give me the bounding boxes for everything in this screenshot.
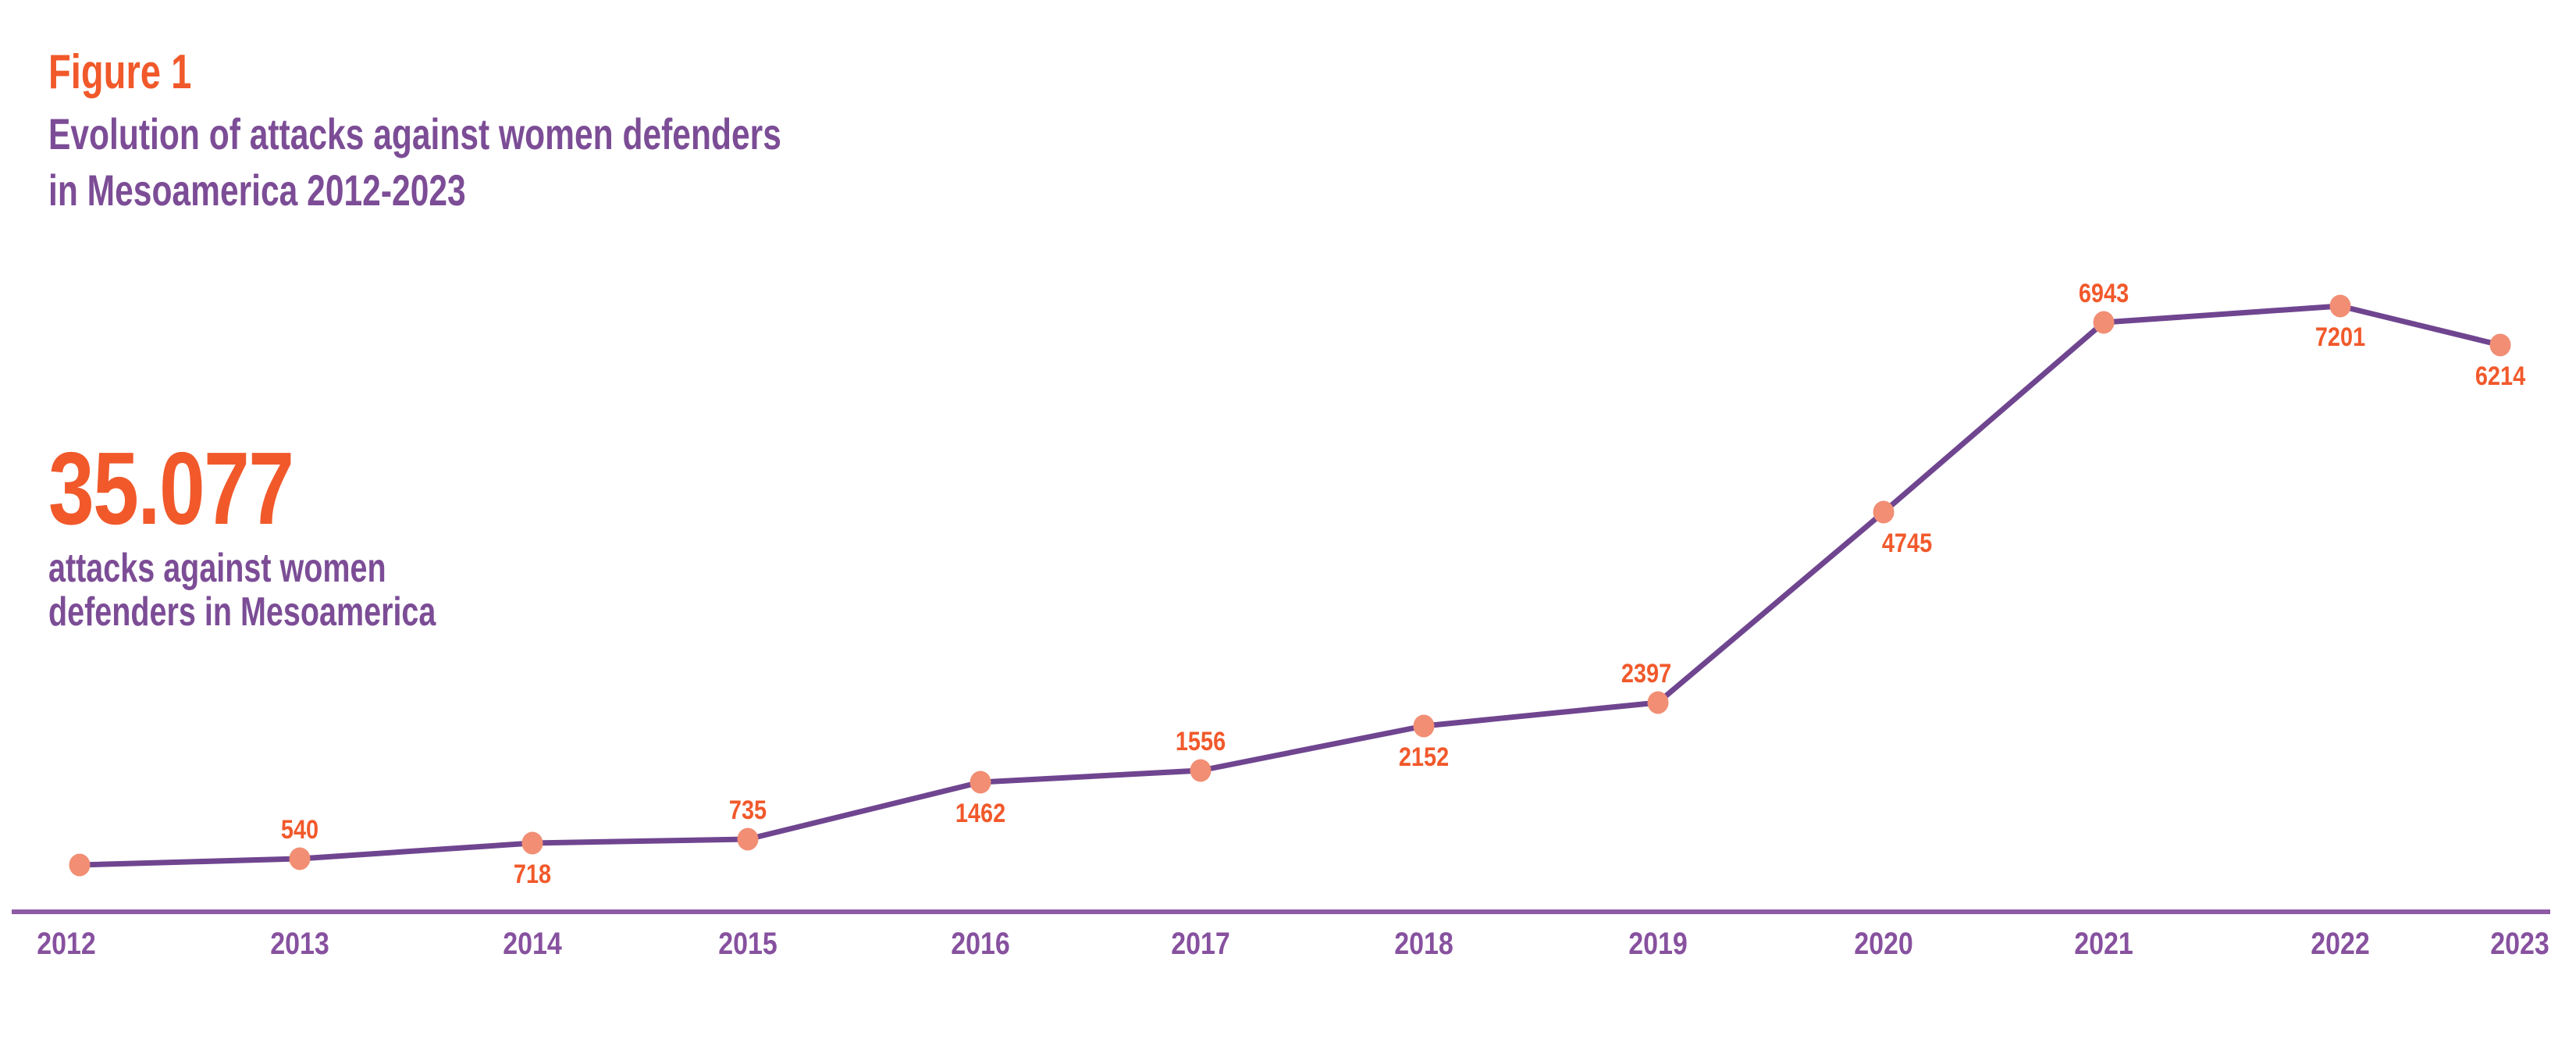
data-points-group <box>69 294 2511 877</box>
data-point-label: 4745 <box>1882 528 1932 558</box>
x-axis-label: 2014 <box>503 925 562 960</box>
x-axis-label: 2017 <box>1171 925 1230 960</box>
data-point-dot <box>2093 311 2115 334</box>
x-axis-label: 2016 <box>951 925 1010 960</box>
data-point-dot <box>737 827 759 851</box>
x-axis-label: 2013 <box>270 925 329 960</box>
x-axis-label: 2023 <box>2490 925 2549 960</box>
x-axis-label: 2012 <box>37 925 96 960</box>
data-point-dot <box>521 831 543 855</box>
data-point-dot <box>1873 500 1895 524</box>
data-point-label: 7201 <box>2315 322 2365 352</box>
figure-label: Figure 1 <box>48 45 192 99</box>
chart-title-line1: Evolution of attacks against women defen… <box>48 109 781 158</box>
data-point-dot <box>2329 294 2351 318</box>
chart-title-line2: in Mesoamerica 2012-2023 <box>48 165 466 215</box>
data-point-label: 6943 <box>2079 278 2129 308</box>
total-attacks-caption-line2: defenders in Mesoamerica <box>48 589 436 635</box>
data-point-label: 540 <box>281 814 318 845</box>
series-line <box>79 303 2501 868</box>
x-axis-label: 2020 <box>1854 925 1913 960</box>
data-point-label: 735 <box>729 795 767 825</box>
data-point-label: 1462 <box>955 798 1005 828</box>
data-point-dot <box>69 853 91 877</box>
chart-title: Evolution of attacks against women defen… <box>48 106 781 219</box>
data-point-label: 6214 <box>2475 361 2526 391</box>
data-point-label: 2397 <box>1621 658 1671 689</box>
point-labels-group: 540 718 735 1462 1556 2152 2397 4745 6943 7201 621… <box>281 278 2526 889</box>
total-attacks-caption-line1: attacks against women <box>48 546 386 591</box>
data-point-dot <box>1413 714 1435 738</box>
data-point-dot <box>1647 691 1669 714</box>
data-point-dot <box>1190 759 1212 782</box>
data-point-dot <box>970 771 991 794</box>
x-axis-label: 2019 <box>1628 925 1688 960</box>
data-point-label: 2152 <box>1399 742 1449 772</box>
x-axis-label: 2018 <box>1394 925 1453 960</box>
data-point-dot <box>289 847 311 870</box>
total-attacks-caption: attacks against women defenders in Mesoa… <box>48 546 436 634</box>
data-point-dot <box>2489 333 2511 357</box>
data-point-label: 1556 <box>1176 726 1226 756</box>
total-attacks-value: 35.077 <box>48 431 294 546</box>
x-axis-labels-group: 2012 2013 2014 2015 2016 2017 2018 2019 2020 2021… <box>37 925 2549 960</box>
x-axis-label: 2021 <box>2074 925 2133 960</box>
data-point-label: 718 <box>514 859 551 889</box>
x-axis-label: 2022 <box>2311 925 2370 960</box>
x-axis-label: 2015 <box>718 925 777 960</box>
